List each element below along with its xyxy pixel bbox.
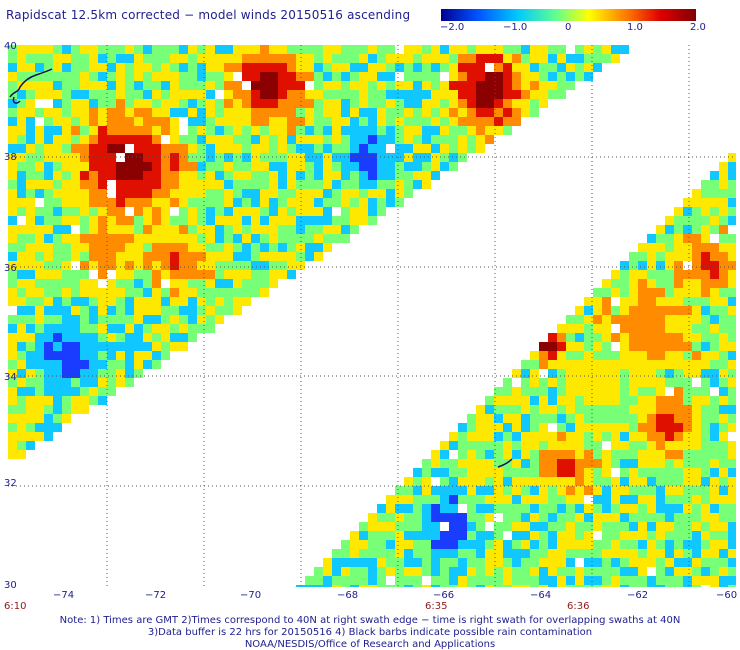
lon-label: −60 [716, 590, 738, 601]
lat-label-36: 36 [4, 263, 17, 274]
lat-label-38: 38 [4, 152, 17, 163]
lat-label-34: 34 [4, 372, 17, 383]
swath-time: 6:36 [567, 601, 590, 612]
colorbar [441, 9, 696, 21]
swath-time: 6:35 [425, 601, 448, 612]
colorbar-tick: −1.0 [503, 22, 528, 33]
lon-label: −64 [530, 590, 552, 601]
colorbar-tick: 0 [565, 22, 572, 33]
lon-label: −70 [240, 590, 262, 601]
swath-time: 6:10 [4, 601, 27, 612]
lon-label: −68 [337, 590, 359, 601]
rain-barb [497, 458, 513, 468]
colorbar-tick: −2.0 [440, 22, 465, 33]
lon-label: −74 [53, 590, 75, 601]
colorbar-tick: 2.0 [690, 22, 706, 33]
colorbar-tick: 1.0 [627, 22, 643, 33]
lat-label-40: 40 [4, 41, 17, 52]
lat-label-32: 32 [4, 478, 17, 489]
lon-label: −72 [145, 590, 167, 601]
wind-difference-map [8, 45, 736, 587]
lon-label: −66 [433, 590, 455, 601]
note-line-2: 3)Data buffer is 22 hrs for 20150516 4) … [147, 627, 593, 638]
lat-label-30: 30 [4, 580, 17, 591]
coastline [9, 68, 53, 104]
lon-label: −62 [627, 590, 649, 601]
note-line-1: Note: 1) Times are GMT 2)Times correspon… [59, 615, 681, 626]
map-title: Rapidscat 12.5km corrected − model winds… [6, 8, 411, 22]
note-line-3: NOAA/NESDIS/Office of Research and Appli… [244, 639, 496, 650]
